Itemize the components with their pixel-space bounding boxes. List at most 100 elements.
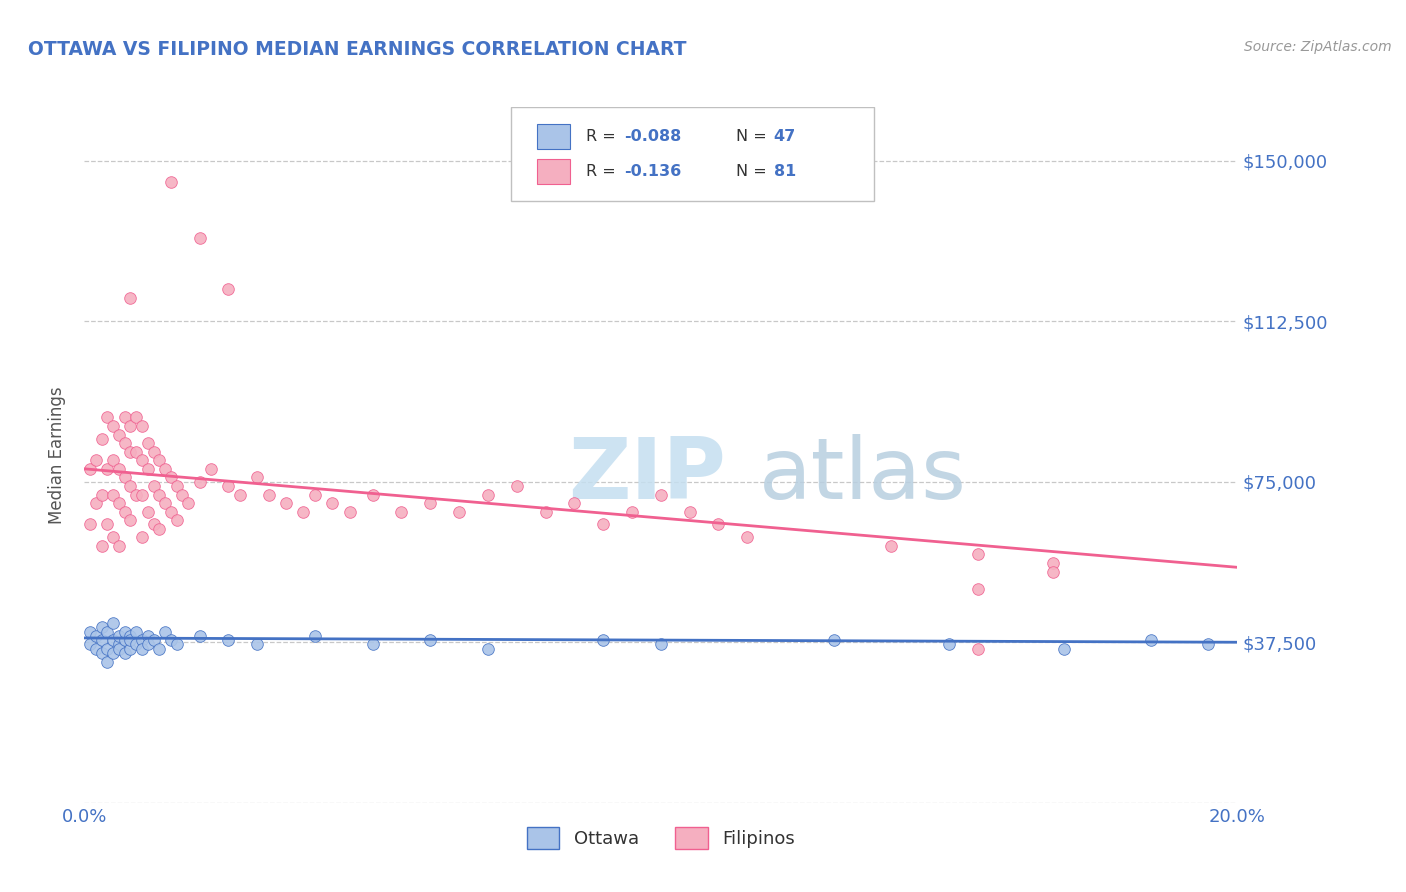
Point <box>96 517 118 532</box>
Point <box>79 517 101 532</box>
Point <box>321 496 343 510</box>
Point <box>257 487 280 501</box>
Point <box>967 582 990 596</box>
Point <box>96 655 118 669</box>
Point <box>160 505 183 519</box>
Point <box>142 633 165 648</box>
Point <box>361 637 384 651</box>
Point <box>707 517 730 532</box>
Point <box>419 496 441 510</box>
Point <box>120 629 142 643</box>
Point <box>131 633 153 648</box>
Point <box>650 487 672 501</box>
Point <box>172 487 194 501</box>
Point <box>967 641 990 656</box>
Text: R =: R = <box>586 163 621 178</box>
Point <box>246 637 269 651</box>
Point <box>90 633 112 648</box>
Point <box>276 496 298 510</box>
Point <box>114 505 136 519</box>
Point <box>79 462 101 476</box>
Point <box>108 462 131 476</box>
Point <box>114 436 136 450</box>
Point <box>125 624 148 639</box>
Point <box>90 432 112 446</box>
Point <box>592 517 614 532</box>
Point <box>108 637 131 651</box>
Point <box>361 487 384 501</box>
Point <box>120 513 142 527</box>
Point <box>1042 556 1064 570</box>
Point <box>96 462 118 476</box>
Point <box>125 444 148 458</box>
Point <box>84 453 107 467</box>
Point <box>160 470 183 484</box>
Point <box>153 624 176 639</box>
Text: N =: N = <box>735 128 772 144</box>
Point <box>477 487 499 501</box>
Point <box>679 505 702 519</box>
Point <box>108 496 131 510</box>
Point <box>304 487 326 501</box>
Point <box>160 175 183 189</box>
Point <box>177 496 200 510</box>
Point <box>90 646 112 660</box>
Point <box>90 539 112 553</box>
Legend: Ottawa, Filipinos: Ottawa, Filipinos <box>520 820 801 856</box>
Point <box>166 513 188 527</box>
Text: 47: 47 <box>773 128 796 144</box>
Point <box>131 530 153 544</box>
Point <box>188 475 211 489</box>
Point <box>166 479 188 493</box>
Point <box>131 487 153 501</box>
Point <box>506 479 529 493</box>
Point <box>737 530 759 544</box>
Point <box>103 633 124 648</box>
Point <box>218 479 240 493</box>
Point <box>90 620 112 634</box>
Point <box>136 629 159 643</box>
FancyBboxPatch shape <box>537 124 569 149</box>
Point <box>477 641 499 656</box>
Point <box>246 470 269 484</box>
Point <box>142 444 165 458</box>
Point <box>1042 565 1064 579</box>
Text: atlas: atlas <box>759 434 967 517</box>
Point <box>131 419 153 434</box>
Point <box>136 637 159 651</box>
Point <box>103 530 124 544</box>
Point <box>103 615 124 630</box>
Point <box>108 641 131 656</box>
Point <box>153 496 176 510</box>
Point <box>79 624 101 639</box>
Point <box>84 496 107 510</box>
Text: -0.088: -0.088 <box>624 128 681 144</box>
Text: Source: ZipAtlas.com: Source: ZipAtlas.com <box>1244 40 1392 54</box>
Point <box>419 633 441 648</box>
Point <box>621 505 644 519</box>
Point <box>103 453 124 467</box>
Point <box>391 505 413 519</box>
Point <box>153 462 176 476</box>
Point <box>120 641 142 656</box>
Point <box>339 505 361 519</box>
Point <box>114 646 136 660</box>
Point <box>967 548 990 562</box>
Point <box>650 637 672 651</box>
Point <box>188 230 211 244</box>
Point <box>1198 637 1220 651</box>
Point <box>79 637 101 651</box>
Point <box>108 427 131 442</box>
Text: ZIP: ZIP <box>568 434 727 517</box>
Point <box>114 624 136 639</box>
Point <box>880 539 903 553</box>
Text: 81: 81 <box>773 163 796 178</box>
Point <box>125 637 148 651</box>
Point <box>136 436 159 450</box>
FancyBboxPatch shape <box>510 107 875 201</box>
Point <box>125 410 148 425</box>
Point <box>148 453 170 467</box>
Point <box>84 641 107 656</box>
Point <box>142 479 165 493</box>
Point <box>96 641 118 656</box>
